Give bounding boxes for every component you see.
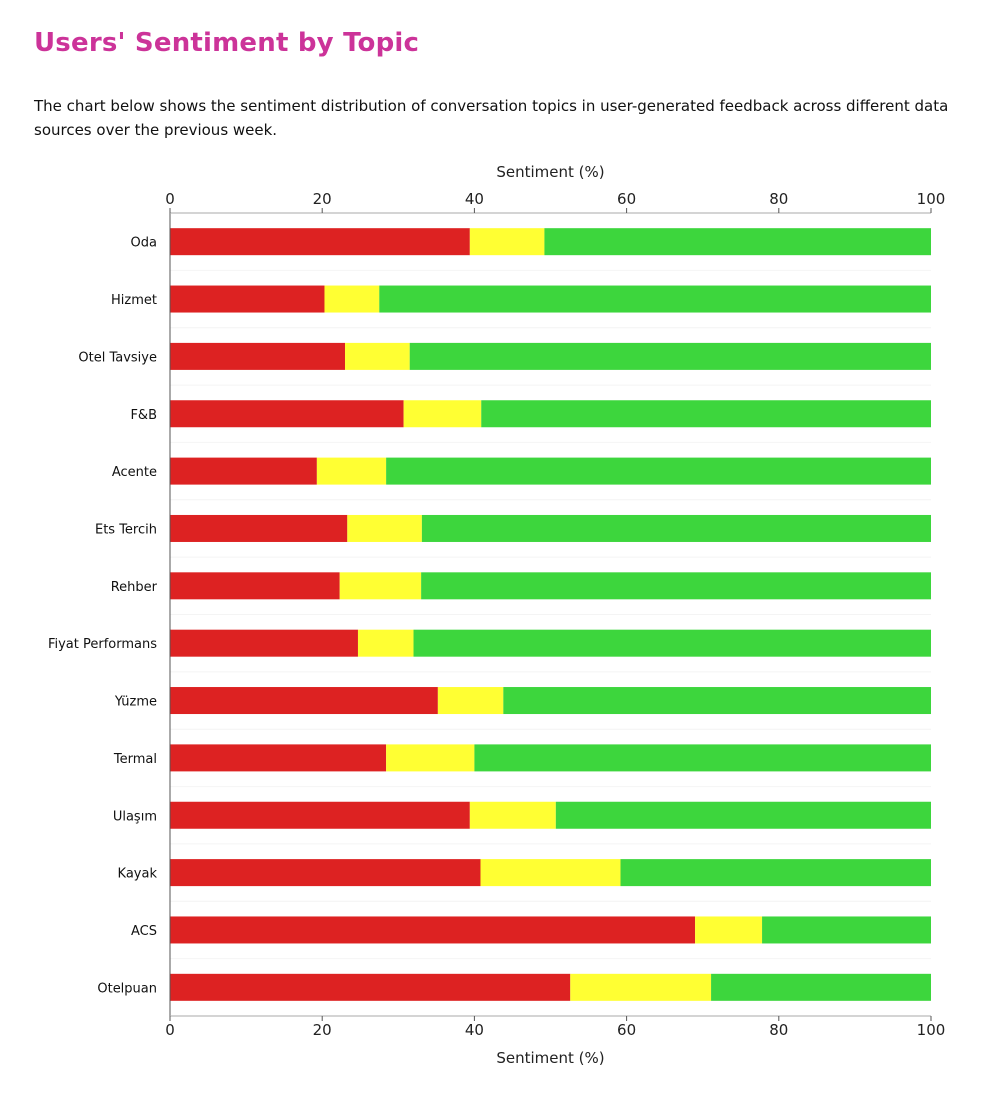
bar-segment-1 (170, 400, 404, 428)
x-tick-label-bottom: 0 (165, 1021, 175, 1039)
category-label: Oda (131, 236, 157, 251)
bar-segment-2 (469, 228, 545, 256)
category-label: Fiyat Performans (48, 637, 157, 652)
bar-segment-3 (409, 342, 932, 370)
category-label: ACS (131, 924, 157, 939)
bar-segment-1 (170, 342, 346, 370)
category-label: Hizmet (111, 293, 157, 308)
x-tick-label-top: 80 (769, 190, 788, 208)
bar-segment-3 (711, 973, 931, 1001)
x-axis-title-bottom: Sentiment (%) (496, 1049, 604, 1067)
bar-segment-3 (421, 572, 931, 600)
category-label: Acente (112, 465, 157, 480)
bar-segment-2 (316, 457, 387, 485)
bar-segment-3 (386, 457, 931, 485)
bar-segment-1 (170, 629, 358, 657)
category-label: Kayak (118, 867, 158, 882)
bar-segment-2 (469, 801, 556, 829)
bar-segment-2 (437, 687, 504, 715)
x-axis-title-top: Sentiment (%) (496, 163, 604, 181)
bar-segment-3 (413, 629, 931, 657)
category-label: F&B (130, 408, 157, 423)
x-tick-label-top: 20 (313, 190, 332, 208)
bar-segment-2 (480, 859, 621, 887)
bar-segment-2 (695, 916, 763, 944)
x-tick-label-top: 100 (917, 190, 946, 208)
category-labels: Oda Hizmet Otel Tavsiye F&B Acente Ets Tercih… (48, 236, 158, 997)
bar-segment-3 (503, 687, 931, 715)
bar-segment-1 (170, 744, 387, 772)
category-label: Otelpuan (97, 981, 157, 996)
bar-segment-1 (170, 457, 317, 485)
bar-segment-3 (620, 859, 931, 887)
bar-segment-1 (170, 801, 470, 829)
bar-segment-3 (762, 916, 931, 944)
category-label: Ets Tercih (95, 522, 157, 537)
bar-segment-1 (170, 514, 348, 542)
x-tick-label-top: 0 (165, 190, 175, 208)
chart-description: The chart below shows the sentiment dist… (34, 97, 949, 139)
bar-segment-2 (357, 629, 414, 657)
category-label: Ulaşım (113, 809, 157, 824)
bar-segment-2 (386, 744, 475, 772)
x-tick-label-bottom: 40 (465, 1021, 484, 1039)
bar-segment-3 (421, 514, 931, 542)
bar-segment-3 (481, 400, 931, 428)
page-title: Users' Sentiment by Topic (34, 28, 420, 58)
category-label: Otel Tavsiye (78, 350, 157, 365)
x-tick-label-bottom: 20 (313, 1021, 332, 1039)
bar-segment-1 (170, 859, 481, 887)
frame-layer (169, 212, 931, 1017)
bar-segment-1 (170, 228, 470, 256)
bar-segment-1 (170, 572, 340, 600)
bar-segment-3 (474, 744, 931, 772)
grid-layer (170, 212, 931, 1017)
bars-layer (170, 228, 932, 1001)
bar-segment-2 (339, 572, 422, 600)
category-label: Yüzme (114, 695, 157, 710)
bar-segment-1 (170, 973, 571, 1001)
bar-segment-2 (324, 285, 380, 313)
x-tick-label-top: 60 (617, 190, 636, 208)
bar-segment-2 (345, 342, 410, 370)
bar-segment-3 (555, 801, 931, 829)
bar-segment-1 (170, 285, 325, 313)
x-tick-label-bottom: 60 (617, 1021, 636, 1039)
x-tick-label-top: 40 (465, 190, 484, 208)
x-tick-label-bottom: 80 (769, 1021, 788, 1039)
ticks-layer: 0 0 20 20 40 40 60 60 80 80 100 100 (165, 190, 945, 1039)
bar-segment-3 (379, 285, 931, 313)
x-tick-label-bottom: 100 (917, 1021, 946, 1039)
bar-segment-2 (403, 400, 482, 428)
category-label: Rehber (111, 580, 158, 595)
bar-segment-1 (170, 687, 438, 715)
bar-segment-3 (544, 228, 931, 256)
bar-segment-2 (347, 514, 422, 542)
bar-segment-1 (170, 916, 696, 944)
bar-segment-2 (570, 973, 712, 1001)
category-label: Termal (113, 752, 157, 767)
